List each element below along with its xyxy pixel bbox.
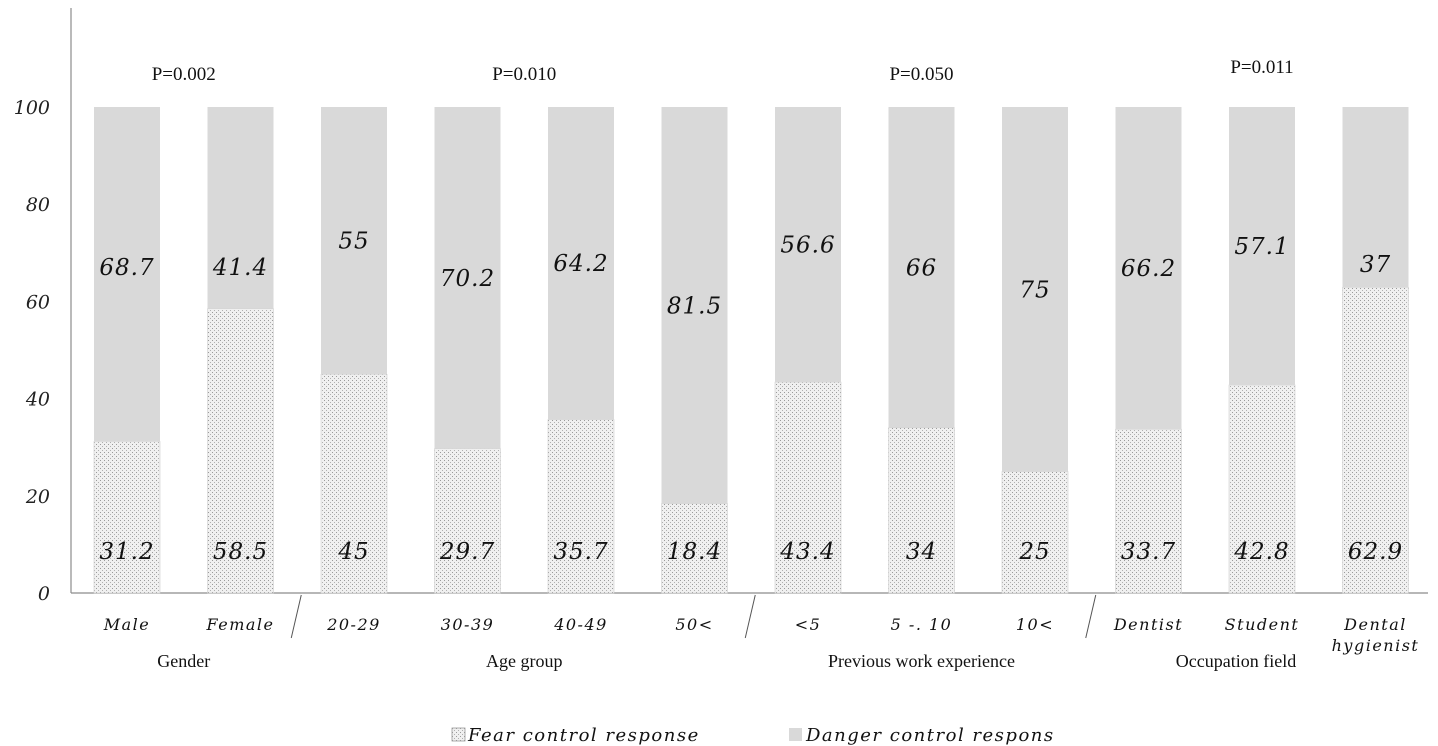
bar-fear-11 [1342, 287, 1409, 594]
label-fear-6: 43.4 [779, 539, 835, 565]
y-tick-label: 20 [25, 486, 50, 508]
label-fear-2: 45 [337, 539, 369, 565]
bar-danger-6 [775, 107, 841, 383]
bar-danger-10 [1229, 107, 1295, 385]
y-tick-label: 0 [38, 583, 50, 605]
bar-danger-4 [548, 107, 614, 420]
bar-fear-3 [434, 448, 501, 594]
bar-danger-2 [321, 107, 387, 375]
label-fear-1: 58.5 [213, 539, 268, 565]
category-label-4: 40-49 [553, 615, 608, 634]
label-fear-3: 29.7 [439, 539, 495, 565]
label-danger-10: 57.1 [1234, 234, 1289, 260]
axes: 0 20 40 60 80 100 [14, 8, 1428, 605]
category-label-9: Dentist [1113, 615, 1183, 634]
group-separator [744, 594, 756, 639]
label-fear-5: 18.4 [667, 539, 722, 565]
category-label-11: Dental [1343, 615, 1407, 634]
category-label-0: Male [103, 615, 151, 634]
bar-danger-7 [888, 107, 955, 428]
bar-fear-2 [320, 373, 388, 594]
label-fear-7: 34 [906, 539, 937, 565]
legend-label-fear: Fear control response [467, 725, 700, 746]
category-label-11: hygienist [1332, 636, 1420, 655]
label-danger-3: 70.2 [440, 266, 495, 292]
label-fear-0: 31.2 [99, 539, 154, 565]
bar-fear-10 [1228, 384, 1296, 594]
category-label-1: Female [206, 615, 275, 634]
y-tick-label: 80 [26, 194, 50, 216]
bar-danger-11 [1342, 107, 1409, 288]
x-axis-labels: Male Female 20-29 30-39 40-49 50< <5 5 -. 10 10<… [103, 594, 1420, 671]
legend-label-danger: Danger control respons [805, 725, 1055, 746]
p-value-0: P=0.002 [152, 64, 216, 85]
label-fear-4: 35.7 [553, 539, 608, 565]
group-label-3: Occupation field [1176, 651, 1296, 671]
bar-danger-1 [207, 107, 274, 309]
label-danger-8: 75 [1019, 277, 1050, 303]
bar-danger-8 [1002, 107, 1068, 472]
label-danger-6: 56.6 [780, 233, 835, 259]
label-danger-9: 66.2 [1121, 256, 1176, 282]
bar-fear-0 [93, 441, 161, 594]
bars [93, 107, 1409, 594]
bar-danger-5 [661, 107, 728, 504]
bar-fear-5 [661, 503, 728, 594]
category-label-2: 20-29 [326, 615, 381, 634]
category-label-6: <5 [795, 615, 822, 634]
group-label-0: Gender [157, 651, 210, 671]
legend: Fear control response Danger control resp… [451, 725, 1055, 746]
y-tick-label: 60 [26, 291, 50, 313]
label-danger-4: 64.2 [553, 251, 608, 277]
bar-danger-3 [434, 107, 501, 449]
label-danger-11: 37 [1360, 252, 1391, 278]
p-value-3: P=0.011 [1230, 57, 1293, 78]
label-danger-2: 55 [338, 229, 369, 255]
category-label-8: 10< [1016, 615, 1054, 634]
bar-danger-9 [1115, 107, 1182, 430]
y-tick-label: 40 [25, 389, 50, 411]
label-danger-5: 81.5 [667, 293, 722, 319]
label-fear-10: 42.8 [1233, 539, 1289, 565]
group-separator [1085, 594, 1097, 639]
y-tick-label: 100 [14, 97, 50, 119]
category-label-7: 5 -. 10 [891, 615, 953, 634]
label-fear-8: 25 [1018, 539, 1050, 565]
category-label-5: 50< [675, 615, 713, 634]
data-labels: 31.2 68.7 58.5 41.4 45 55 29.7 70.2 35.7 64.2 18.4… [99, 57, 1403, 565]
legend-swatch-danger [789, 728, 802, 741]
bar-danger-0 [94, 107, 160, 442]
legend-swatch-fear [451, 727, 466, 742]
label-danger-0: 68.7 [99, 255, 154, 281]
label-danger-7: 66 [906, 255, 937, 281]
p-value-1: P=0.010 [492, 64, 556, 85]
category-label-3: 30-39 [441, 615, 495, 634]
bar-fear-4 [547, 419, 615, 594]
label-fear-11: 62.9 [1348, 539, 1403, 565]
group-label-1: Age group [486, 651, 562, 671]
label-danger-1: 41.4 [212, 255, 268, 281]
bar-fear-7 [888, 427, 955, 594]
bar-fear-8 [1001, 471, 1069, 594]
label-fear-9: 33.7 [1121, 539, 1176, 565]
group-separator [290, 594, 302, 639]
bar-fear-9 [1115, 428, 1182, 594]
category-label-10: Student [1225, 615, 1300, 634]
group-label-2: Previous work experience [828, 651, 1015, 671]
bar-fear-1 [207, 308, 274, 594]
p-value-2: P=0.050 [889, 64, 953, 85]
